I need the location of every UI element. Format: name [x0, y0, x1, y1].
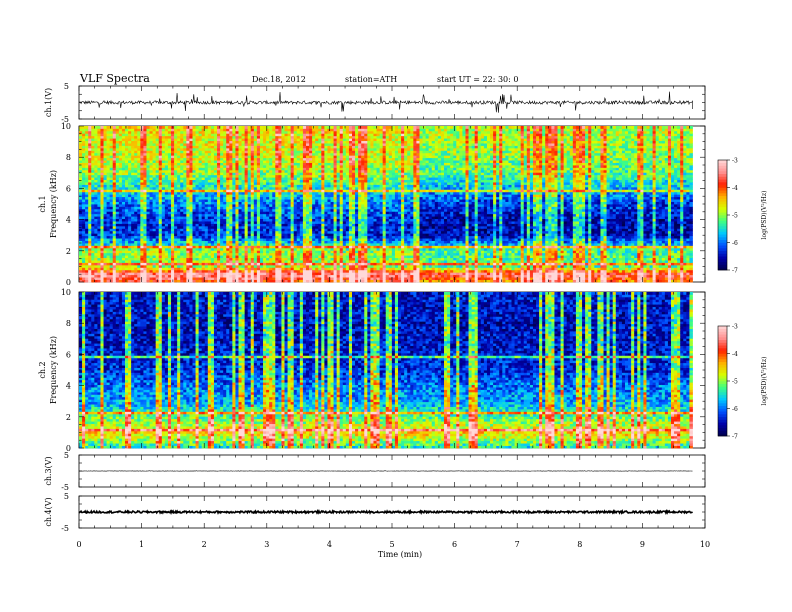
ch3w-ylabel: ch.3(V) — [44, 456, 53, 485]
ch2s-colorbar: -3 -4 -5 -6 -7 log(PSD)(V²/Hz) — [717, 324, 768, 441]
ch2s-colorbar-tick: -6 — [732, 406, 738, 413]
x-tick-label: 4 — [327, 540, 332, 549]
ch1s-frequency-label: Frequency (kHz) — [49, 170, 58, 238]
ch1w-ytick-label: -5 — [61, 115, 69, 124]
ch4w-ylabel: ch.4(V) — [44, 497, 53, 526]
ch1-waveform — [78, 91, 693, 113]
ch1s-colorbar: -3 -4 -5 -6 -7 log(PSD)(V²/Hz) — [717, 158, 768, 275]
ch1s-ytick-label: 6 — [66, 184, 71, 193]
ch2s-ytick-label: 8 — [66, 319, 71, 328]
figure-date: Dec.18, 2012 — [252, 75, 306, 84]
x-tick-label: 3 — [264, 540, 269, 549]
ch4-waveform — [78, 508, 694, 516]
ch4w-ytick-label: -5 — [61, 524, 69, 533]
x-tick-label: 8 — [577, 540, 582, 549]
ch1s-colorbar-tick: -3 — [732, 158, 738, 165]
ch1s-ytick-label: 2 — [66, 247, 71, 256]
ch1s-colorbar-tick: -7 — [732, 268, 738, 275]
figure-start-time: start UT = 22: 30: 0 — [437, 75, 518, 84]
ch2s-colorbar-tick: -5 — [732, 379, 738, 386]
ch1w-ytick-label: 5 — [64, 82, 69, 91]
ch1s-ytick-label: 4 — [66, 216, 71, 225]
ch2s-colorbar-tick: -3 — [732, 324, 738, 331]
ch2s-spectrogram — [79, 292, 693, 449]
ch1s-colorbar-tick: -6 — [732, 240, 738, 247]
ch2s-ytick-label: 2 — [66, 413, 71, 422]
x-axis-label: Time (min) — [378, 550, 422, 559]
x-tick-label: 5 — [389, 540, 394, 549]
ch2s-ytick-label: 4 — [66, 382, 71, 391]
figure-title: VLF Spectra — [79, 72, 150, 85]
ch3w-ytick-label: -5 — [61, 483, 69, 492]
ch2s-colorbar-tick: -7 — [732, 434, 738, 441]
ch1s-colorbar-tick: -5 — [732, 213, 738, 220]
x-tick-label: 0 — [76, 540, 81, 549]
ch4w-ytick-label: 5 — [64, 492, 69, 501]
x-tick-label: 7 — [515, 540, 520, 549]
ch1s-channel-label: ch.1 — [38, 195, 47, 212]
ch1w-ylabel: ch.1(V) — [44, 88, 53, 117]
ch2s-ytick-label: 0 — [66, 444, 71, 453]
x-tick-label: 1 — [139, 540, 144, 549]
ch1s-ytick-label: 10 — [61, 122, 71, 131]
ch2s-colorbar-label: log(PSD)(V²/Hz) — [761, 357, 768, 406]
ch1s-colorbar-label: log(PSD)(V²/Hz) — [761, 191, 768, 240]
ch2s-ytick-label: 10 — [61, 288, 71, 297]
ch2s-channel-label: ch.2 — [38, 361, 47, 378]
ch1s-ytick-label: 8 — [66, 153, 71, 162]
ch2s-frequency-label: Frequency (kHz) — [49, 336, 58, 404]
ch1s-colorbar-tick: -4 — [732, 185, 738, 192]
x-tick-label: 9 — [640, 540, 645, 549]
ch2s-ytick-label: 6 — [66, 350, 71, 359]
ch3w-ytick-label: 5 — [64, 451, 69, 460]
x-tick-label: 6 — [452, 540, 457, 549]
x-tick-label: 10 — [700, 540, 710, 549]
figure-station: station=ATH — [345, 75, 397, 84]
ch1s-ytick-label: 0 — [66, 278, 71, 287]
x-tick-label: 2 — [202, 540, 207, 549]
ch1s-spectrogram — [79, 126, 693, 283]
ch2s-colorbar-tick: -4 — [732, 351, 738, 358]
